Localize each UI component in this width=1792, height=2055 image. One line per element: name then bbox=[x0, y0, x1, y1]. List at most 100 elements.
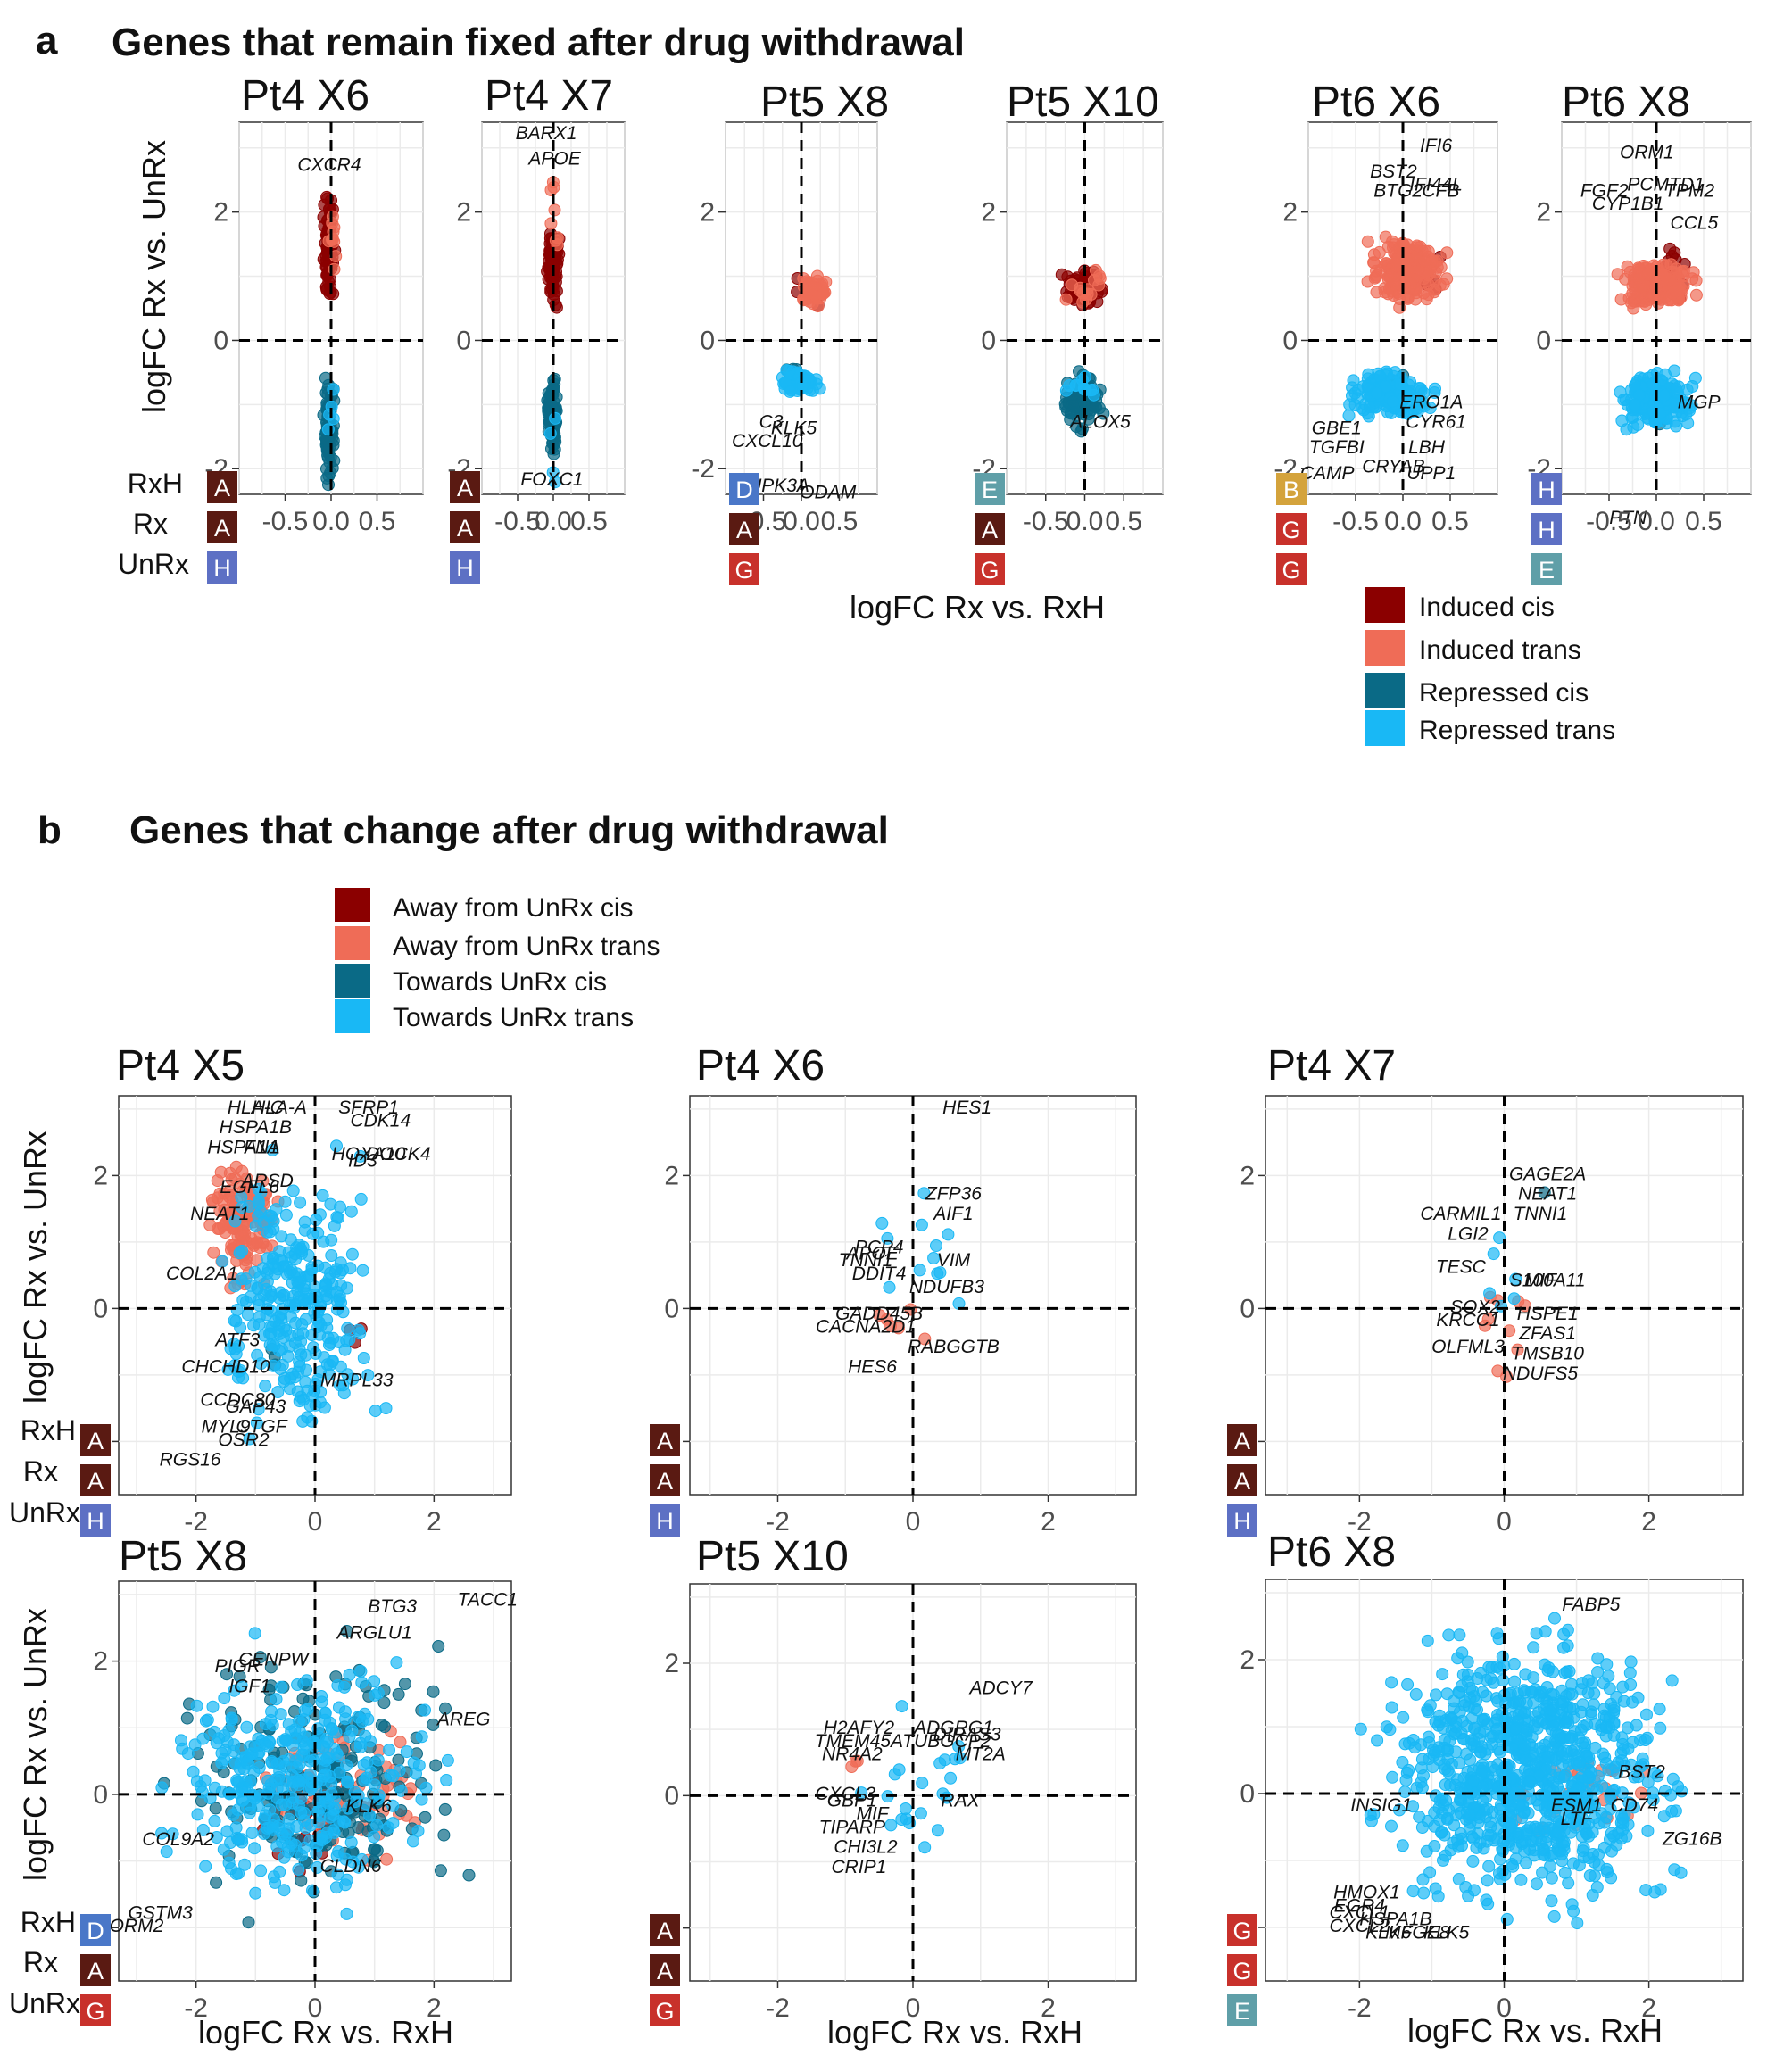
panel-b-xlabel-mid: logFC Rx vs. RxH bbox=[827, 2014, 1083, 2051]
data-point bbox=[232, 1867, 245, 1880]
gene-label-hes1: HES1 bbox=[942, 1098, 991, 1118]
plot-title: Pt4 X6 bbox=[696, 1042, 825, 1090]
gene-label-cacna2d1: CACNA2D1 bbox=[816, 1317, 916, 1338]
data-point bbox=[1428, 1840, 1441, 1852]
data-point bbox=[915, 1218, 928, 1231]
legend-label-towards-trans: Towards UnRx trans bbox=[393, 1003, 634, 1032]
data-point bbox=[1527, 1641, 1540, 1654]
data-point bbox=[298, 1215, 311, 1229]
data-point bbox=[230, 1831, 244, 1844]
data-point bbox=[342, 1776, 354, 1789]
gene-label-tacc1: TACC1 bbox=[458, 1589, 518, 1610]
x-tick-label: 0 bbox=[1497, 1507, 1512, 1537]
sample-box-letter: E bbox=[1539, 557, 1555, 584]
gene-label-btg2: BTG2 bbox=[1373, 180, 1423, 201]
panel-b-row-unrx-top: UnRx bbox=[9, 1496, 80, 1529]
data-point bbox=[1465, 1830, 1479, 1844]
data-point bbox=[1380, 1720, 1393, 1734]
sample-box-letter: H bbox=[456, 555, 474, 582]
data-point bbox=[289, 1253, 303, 1265]
data-point bbox=[325, 1233, 338, 1247]
x-tick-label: 0.0 bbox=[783, 507, 820, 536]
gene-label-c3: C3 bbox=[759, 411, 784, 432]
data-point bbox=[318, 1351, 331, 1364]
data-point bbox=[1440, 1687, 1454, 1701]
x-tick-label: 0.5 bbox=[570, 507, 608, 536]
data-point bbox=[275, 1230, 288, 1243]
sample-box-letter: A bbox=[1234, 1468, 1250, 1495]
data-point bbox=[1621, 1721, 1634, 1735]
gene-label-dock4: DOCK4 bbox=[366, 1144, 430, 1164]
sample-box-letter: A bbox=[87, 1428, 104, 1454]
data-point bbox=[278, 1851, 291, 1864]
data-point bbox=[1561, 1639, 1574, 1653]
gene-label-fabp5: FABP5 bbox=[1562, 1595, 1620, 1615]
data-point bbox=[273, 1865, 286, 1878]
data-point bbox=[210, 1876, 223, 1889]
gene-label-apoe: APOE bbox=[527, 149, 581, 170]
sample-box-letter: G bbox=[1232, 1958, 1251, 1985]
data-point bbox=[1069, 379, 1083, 393]
gene-label-upk3a: UPK3A bbox=[748, 476, 809, 496]
data-point bbox=[1515, 1811, 1529, 1825]
legend-label-induced-cis: Induced cis bbox=[1419, 592, 1555, 622]
data-point bbox=[248, 1627, 261, 1640]
sample-box-d bbox=[729, 473, 759, 505]
gene-label-chchd10: CHCHD10 bbox=[181, 1356, 270, 1377]
data-point bbox=[295, 1874, 308, 1887]
data-point bbox=[1599, 1729, 1613, 1743]
data-point bbox=[273, 1344, 286, 1357]
data-point bbox=[1668, 1863, 1681, 1877]
data-point bbox=[369, 1405, 382, 1418]
gene-label-tnni1: TNNI1 bbox=[1514, 1204, 1568, 1224]
data-point bbox=[1415, 1738, 1428, 1752]
gene-label-neat1: NEAT1 bbox=[1518, 1184, 1577, 1205]
gene-label-carmil1: CARMIL1 bbox=[1420, 1204, 1501, 1224]
data-point bbox=[208, 1781, 221, 1794]
x-tick-label: 0 bbox=[906, 1507, 921, 1537]
sample-box-a bbox=[207, 471, 237, 503]
data-point bbox=[784, 385, 797, 398]
gene-label-ndufb3: NDUFB3 bbox=[909, 1277, 984, 1297]
data-point bbox=[1611, 268, 1624, 281]
data-point bbox=[400, 1745, 413, 1759]
data-point bbox=[368, 1675, 381, 1688]
data-point bbox=[1454, 1781, 1467, 1794]
data-point bbox=[323, 1716, 336, 1729]
data-point bbox=[1491, 1708, 1505, 1721]
data-point bbox=[253, 1318, 266, 1331]
panel-a-row-rxh: RxH bbox=[128, 468, 183, 500]
panel-a-ylabel: logFC Rx vs. UnRx bbox=[136, 140, 172, 413]
data-point bbox=[1669, 285, 1681, 297]
data-point bbox=[1654, 1721, 1667, 1735]
data-point bbox=[1629, 398, 1641, 411]
data-point bbox=[1558, 1667, 1572, 1679]
gene-label-atf3: ATF3 bbox=[213, 1330, 260, 1351]
data-point bbox=[1473, 1745, 1487, 1759]
data-point bbox=[1639, 1884, 1653, 1897]
data-point bbox=[1520, 1827, 1533, 1841]
gene-label-klk6: KLK6 bbox=[345, 1796, 392, 1817]
data-point bbox=[1437, 278, 1450, 291]
data-point bbox=[1571, 1917, 1584, 1930]
plot-title: Pt4 X7 bbox=[485, 72, 613, 120]
data-point bbox=[1445, 1712, 1458, 1726]
sample-box-letter: A bbox=[87, 1468, 104, 1495]
data-point bbox=[1551, 1780, 1564, 1794]
data-point bbox=[429, 1759, 443, 1772]
x-tick-label: 2 bbox=[1641, 1507, 1656, 1537]
data-point bbox=[1361, 235, 1374, 248]
legend-swatch-towards-cis bbox=[335, 964, 370, 998]
sample-box-letter: A bbox=[87, 1958, 104, 1985]
y-tick-label: 2 bbox=[1240, 1645, 1255, 1675]
data-point bbox=[1484, 1828, 1497, 1842]
data-point bbox=[1439, 1794, 1453, 1807]
sample-box-a bbox=[729, 513, 759, 545]
data-point bbox=[1421, 1634, 1434, 1647]
data-point bbox=[229, 1756, 242, 1769]
legend-label-repressed-cis: Repressed cis bbox=[1419, 678, 1589, 708]
data-point bbox=[203, 1218, 217, 1231]
data-point bbox=[199, 1860, 212, 1873]
